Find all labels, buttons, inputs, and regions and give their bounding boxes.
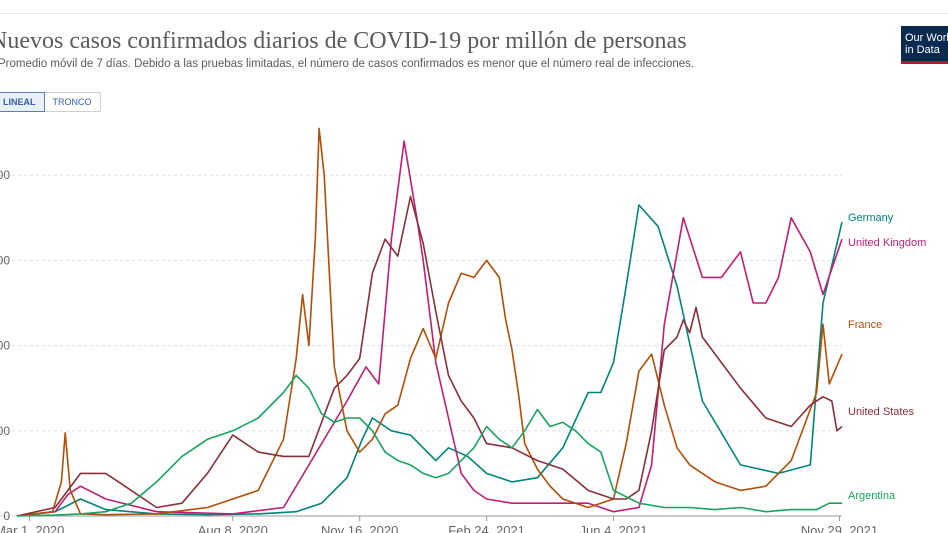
y-tick-label: 0	[3, 509, 10, 523]
y-tick-label: 200	[0, 424, 10, 438]
x-tick-label: Jun 4, 2021	[580, 523, 648, 533]
series-line-germany[interactable]	[16, 204, 843, 517]
logo-line-1: Our World	[905, 32, 948, 44]
x-tick-label: Nov 16, 2020	[321, 523, 398, 533]
y-tick-label: 400	[0, 339, 10, 353]
series-line-argentina[interactable]	[16, 374, 842, 517]
series-labels: Germany United Kingdom France United States…	[848, 212, 926, 502]
logo-line-2: in Data	[905, 44, 940, 56]
grid-lines	[0, 174, 842, 517]
series-label-france[interactable]: France	[848, 319, 882, 331]
y-tick-label: 600	[0, 253, 10, 267]
series-line-france[interactable]	[16, 127, 843, 517]
top-divider	[0, 13, 948, 14]
x-tick-label: Aug 8, 2020	[198, 523, 268, 533]
x-tick-label: Feb 24, 2021	[448, 523, 525, 533]
x-axis: Mar 1, 2020 Aug 8, 2020 Nov 16, 2020 Feb 24…	[0, 515, 878, 533]
series-label-argentina[interactable]: Argentina	[848, 490, 896, 502]
chart-subtitle: Promedio móvil de 7 días. Debido a las p…	[0, 58, 695, 70]
x-tick-label: Nov 29, 2021	[801, 523, 878, 533]
chart-title: Nuevos casos confirmados diarios de COVI…	[0, 28, 687, 54]
y-tick-label: 800	[0, 168, 10, 182]
series-line-united-states[interactable]	[16, 195, 843, 517]
series-label-germany[interactable]: Germany	[848, 212, 894, 224]
y-axis-ticks: 0 200 400 600 800	[0, 168, 10, 523]
scale-toggle: LINEAL TRONCO	[0, 92, 101, 112]
log-scale-button[interactable]: TRONCO	[52, 97, 92, 107]
series-line-united-kingdom[interactable]	[16, 140, 843, 517]
owid-logo[interactable]: Our World in Data	[901, 26, 948, 64]
x-tick-label: Mar 1, 2020	[0, 523, 64, 533]
linear-scale-button[interactable]: LINEAL	[0, 92, 45, 112]
series-label-united-states[interactable]: United States	[848, 406, 915, 418]
series-label-united-kingdom[interactable]: United Kingdom	[848, 237, 926, 249]
series-lines	[16, 127, 843, 517]
